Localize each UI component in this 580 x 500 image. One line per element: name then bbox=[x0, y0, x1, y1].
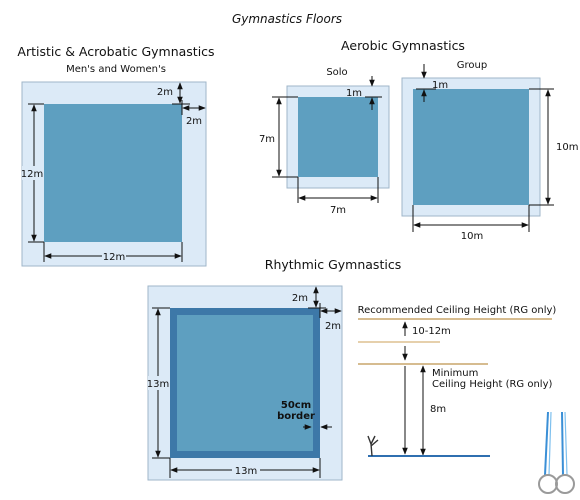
aerobic-group-label: Group bbox=[457, 60, 487, 71]
rhythmic-right-label: 2m bbox=[325, 321, 341, 332]
artistic-height-label: 12m bbox=[21, 169, 43, 180]
rhythmic-height-label: 13m bbox=[147, 379, 169, 390]
aerobic-group-height-label: 10m bbox=[556, 142, 578, 153]
artistic-title: Artistic & Acrobatic Gymnastics bbox=[17, 44, 214, 59]
rhythmic-border-label-2: border bbox=[277, 411, 315, 422]
aerobic-solo-height-label: 7m bbox=[259, 134, 275, 145]
aerobic-solo-label: Solo bbox=[326, 67, 347, 78]
rhythmic-mat bbox=[177, 315, 313, 451]
artistic-subtitle: Men's and Women's bbox=[66, 64, 166, 75]
artistic-right-label: 2m bbox=[186, 116, 202, 127]
diagram-title: Gymnastics Floors bbox=[232, 12, 342, 26]
recommended-ceiling-label: Recommended Ceiling Height (RG only) bbox=[358, 305, 557, 316]
rhythmic-section: Rhythmic Gymnastics 2m 2m 13m 13m 50cm b… bbox=[147, 257, 401, 481]
range-label: 10-12m bbox=[412, 326, 451, 337]
artistic-section: Artistic & Acrobatic Gymnastics Men's an… bbox=[17, 44, 215, 267]
artistic-width-label: 12m bbox=[103, 252, 125, 263]
rhythmic-border-label-1: 50cm bbox=[281, 400, 311, 411]
aerobic-section: Aerobic Gymnastics Solo 1m 7m 7m Group 1… bbox=[258, 38, 578, 242]
ceiling-section: Recommended Ceiling Height (RG only) 10-… bbox=[358, 305, 575, 494]
rhythmic-top-label: 2m bbox=[292, 293, 308, 304]
aerobic-solo-margin-label: 1m bbox=[346, 88, 362, 99]
aerobic-solo-mat bbox=[298, 97, 378, 177]
aerobic-group-margin-label: 1m bbox=[432, 80, 448, 91]
artistic-top-label: 2m bbox=[157, 87, 173, 98]
minimum-ceiling-label-1: Minimum bbox=[432, 368, 478, 379]
gymnast-figure-icon bbox=[367, 435, 379, 457]
gymnastic-rings-icon bbox=[538, 411, 575, 494]
aerobic-group-mat bbox=[413, 89, 529, 205]
min-height-label: 8m bbox=[430, 404, 446, 415]
artistic-mat bbox=[44, 104, 182, 242]
aerobic-solo-width-label: 7m bbox=[330, 205, 346, 216]
rhythmic-title: Rhythmic Gymnastics bbox=[265, 257, 401, 272]
minimum-ceiling-label-2: Ceiling Height (RG only) bbox=[432, 379, 552, 390]
aerobic-title: Aerobic Gymnastics bbox=[341, 38, 465, 53]
rhythmic-width-label: 13m bbox=[235, 466, 257, 477]
aerobic-group-width-label: 10m bbox=[461, 231, 483, 242]
